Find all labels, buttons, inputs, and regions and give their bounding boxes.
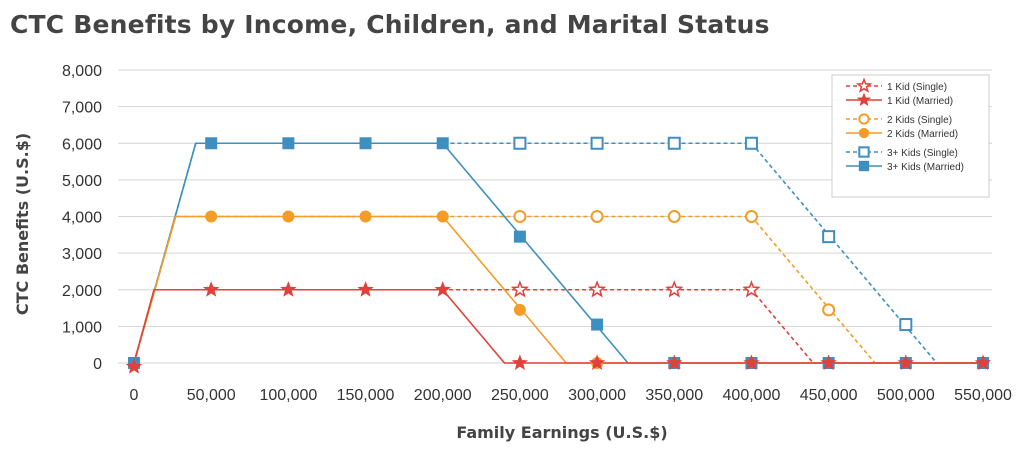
y-tick-label: 8,000 [62,63,102,80]
data-point [205,137,218,150]
y-tick-label: 4,000 [62,210,102,227]
x-axis-label: Family Earnings (U.S.$) [456,423,667,442]
x-tick-label: 150,000 [337,387,395,404]
data-point [899,318,913,332]
data-point [666,354,683,370]
chart-title: CTC Benefits by Income, Children, and Ma… [10,10,770,39]
x-tick-label: 350,000 [645,387,703,404]
x-tick-label: 550,000 [954,387,1012,404]
data-point [513,210,527,223]
x-tick-label: 250,000 [491,387,549,404]
data-point [590,210,604,223]
data-point [510,280,530,298]
legend-label: 2 Kids (Single) [887,115,952,126]
y-tick-label: 3,000 [62,246,102,263]
data-point [588,354,606,370]
x-tick-label: 300,000 [568,387,626,404]
data-point [436,137,449,150]
legend-marker [858,113,870,125]
data-point [202,281,220,297]
data-point [820,354,837,370]
data-point [743,354,760,370]
data-point [125,358,143,374]
data-point [744,210,758,223]
legend-marker [856,92,872,107]
series-markers [125,136,992,374]
legend-label: 3+ Kids (Married) [887,162,964,173]
legend-marker [858,146,870,158]
y-tick-label: 2,000 [62,283,102,300]
data-point [511,354,529,370]
data-point [587,280,607,298]
y-tick-label: 0 [93,356,102,373]
y-tick-label: 5,000 [62,173,102,190]
data-point [822,303,836,317]
y-tick-label: 1,000 [62,319,102,336]
x-tick-label: 450,000 [800,387,858,404]
x-tick-label: 400,000 [723,387,781,404]
data-point [282,137,295,150]
data-point [282,210,295,223]
x-tick-label: 50,000 [187,387,236,404]
y-axis-label: CTC Benefits (U.S.$) [13,133,32,315]
legend-marker [855,77,873,93]
data-point [974,354,992,370]
data-point [744,136,758,150]
data-point [359,137,372,150]
legend-box [831,74,990,198]
x-tick-label: 0 [130,387,139,404]
data-point [897,354,915,370]
data-point [742,280,761,298]
data-point [665,280,684,298]
y-tick-label: 6,000 [62,136,102,153]
data-point [357,281,374,297]
legend-label: 3+ Kids (Single) [887,148,958,159]
x-tick-label: 500,000 [877,387,935,404]
legend-label: 1 Kid (Single) [887,82,947,93]
data-point [513,303,526,316]
data-point [667,136,681,150]
data-point [436,210,449,223]
data-point [590,136,604,150]
legend: 1 Kid (Single) 1 Kid (Married) 2 Kids (Sin… [831,74,990,198]
y-tick-label: 7,000 [62,100,102,117]
axes: 0 1,000 2,000 3,000 4,000 5,000 6,000 7,000 8,00… [13,63,1012,442]
data-point [667,210,681,223]
legend-label: 1 Kid (Married) [887,96,953,107]
legend-label: 2 Kids (Married) [887,129,958,140]
x-tick-label: 200,000 [414,387,472,404]
data-point [513,136,527,150]
data-point [359,210,372,223]
data-point [591,318,604,331]
data-point [280,281,297,297]
data-point [513,230,526,243]
data-point [822,230,836,244]
x-tick-label: 100,000 [259,387,317,404]
legend-marker [858,160,870,172]
data-point [205,210,218,223]
legend-marker [858,127,870,139]
data-point [434,281,451,297]
